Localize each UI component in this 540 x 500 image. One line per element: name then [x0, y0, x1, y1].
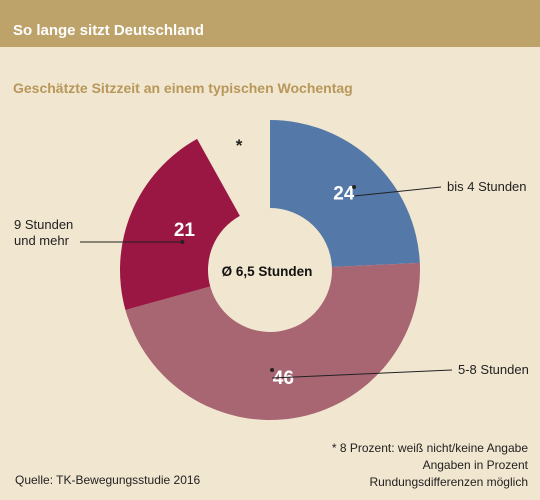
slice-3: [120, 138, 240, 310]
footnote-missing: * 8 Prozent: weiß nicht/keine Angabe: [331, 441, 528, 455]
missing-share-marker: *: [236, 136, 243, 155]
header-bar: So lange sitzt Deutschland: [0, 0, 540, 47]
source-note: Quelle: TK-Bewegungsstudie 2016: [15, 473, 201, 487]
slice-1-label: bis 4 Stunden: [447, 179, 527, 194]
header-title: So lange sitzt Deutschland: [13, 22, 204, 39]
slice-1-leader-dot: [352, 185, 357, 189]
footnote-rounding: Rundungsdifferenzen möglich: [369, 475, 528, 489]
slice-2-value: 46: [273, 368, 294, 389]
slice-2-label: 5-8 Stunden: [458, 362, 529, 377]
footnote-unit: Angaben in Prozent: [422, 458, 528, 472]
slice-3-label: 9 Stunden und mehr: [14, 217, 73, 248]
slice-1-leader-line: [354, 186, 442, 197]
slice-2-leader-line: [272, 369, 453, 379]
slice-1-value: 24: [333, 184, 355, 205]
center-average-label: Ø 6,5 Stunden: [222, 264, 313, 279]
chart-subtitle: Geschätzte Sitzzeit an einem typischen W…: [13, 80, 353, 96]
slice-2-leader-dot: [270, 368, 275, 372]
slice-3-leader-dot: [180, 239, 185, 244]
slice-3-value: 21: [174, 220, 196, 241]
slice-1: [270, 120, 420, 268]
slice-2: [125, 262, 421, 421]
